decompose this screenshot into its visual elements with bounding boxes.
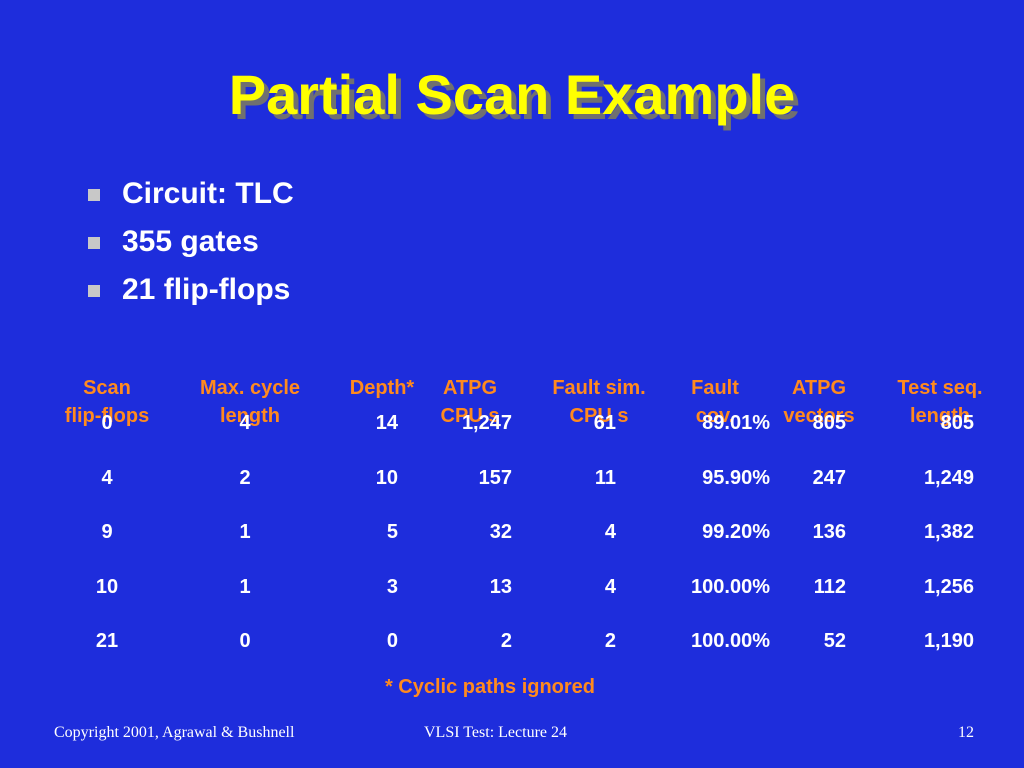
footnote: * Cyclic paths ignored — [384, 676, 596, 698]
table-row: 21 0 0 2 2 100.00% 52 1,190 — [0, 627, 1024, 682]
cell-atpg-cpu: 157 — [478, 466, 512, 489]
table-row: 4 2 10 157 11 95.90% 247 1,249 — [0, 464, 1024, 519]
header-test-seq-length: Test seq. length — [897, 377, 983, 427]
square-bullet-icon — [88, 237, 100, 249]
results-table: Scan flip-flops Max. cycle length Depth* A… — [0, 318, 1024, 682]
cell-scan-flip-flops: 4 — [101, 466, 113, 489]
bullet-item: 355 gates — [88, 218, 294, 266]
cell-max-cycle-length: 1 — [239, 521, 251, 543]
cell-scan-flip-flops: 21 — [95, 630, 119, 652]
bullet-text: 355 gates — [122, 225, 259, 258]
cell-atpg-cpu: 1,247 — [461, 412, 512, 434]
bullet-list: Circuit: TLC 355 gates 21 flip-flops — [88, 170, 294, 314]
cell-atpg-cpu: 32 — [489, 521, 512, 543]
slide-title: Partial Scan Example — [228, 63, 796, 126]
cell-fault-sim-cpu: 2 — [604, 630, 616, 652]
cell-test-seq-length: 805 — [940, 412, 974, 434]
cell-fault-coverage: 100.00% — [691, 630, 770, 652]
bullet-text: 21 flip-flops — [122, 273, 291, 306]
cell-fault-sim-cpu: 4 — [604, 521, 616, 543]
cell-test-seq-length: 1,190 — [923, 630, 974, 652]
header-depth: Depth* — [349, 377, 415, 399]
cell-scan-flip-flops: 10 — [95, 575, 119, 598]
table-row: 0 4 14 1,247 61 89.01% 805 805 — [0, 409, 1024, 464]
cell-max-cycle-length: 0 — [239, 630, 251, 652]
footer-page-number: 12 — [958, 724, 974, 741]
square-bullet-icon — [88, 189, 100, 201]
cell-max-cycle-length: 2 — [239, 466, 251, 489]
cell-atpg-vectors: 52 — [823, 630, 846, 652]
cell-max-cycle-length: 1 — [239, 575, 251, 598]
header-atpg-vectors: ATPG vectors — [783, 377, 855, 427]
cell-atpg-vectors: 112 — [813, 575, 846, 598]
cell-fault-sim-cpu: 61 — [593, 412, 616, 434]
bullet-item: Circuit: TLC — [88, 170, 294, 218]
bullet-text: Circuit: TLC — [122, 177, 294, 210]
header-fault-coverage: Fault cov. — [691, 377, 739, 427]
cell-test-seq-length: 1,249 — [923, 466, 974, 489]
table-row: 9 1 5 32 4 99.20% 136 1,382 — [0, 518, 1024, 573]
cell-atpg-vectors: 136 — [812, 521, 846, 543]
footer-course: VLSI Test: Lecture 24 — [424, 724, 567, 741]
cell-atpg-cpu: 13 — [489, 575, 512, 598]
header-fault-sim-cpu: Fault sim. CPU s — [552, 377, 646, 427]
table-header-row: Scan flip-flops Max. cycle length Depth* A… — [0, 318, 1024, 427]
cell-depth: 5 — [386, 521, 398, 543]
cell-atpg-vectors: 805 — [812, 412, 846, 434]
cell-test-seq-length: 1,256 — [923, 575, 974, 598]
header-scan-flip-flops: Scan flip-flops — [64, 377, 150, 427]
cell-fault-sim-cpu: 11 — [594, 466, 616, 489]
bullet-item: 21 flip-flops — [88, 266, 294, 314]
cell-depth: 14 — [375, 412, 398, 434]
cell-scan-flip-flops: 0 — [101, 412, 113, 434]
cell-depth: 0 — [386, 630, 398, 652]
header-max-cycle-length: Max. cycle length — [199, 377, 301, 427]
footer-copyright: Copyright 2001, Agrawal & Bushnell — [54, 724, 295, 741]
cell-depth: 10 — [375, 466, 398, 489]
cell-fault-sim-cpu: 4 — [604, 575, 616, 598]
cell-atpg-vectors: 247 — [812, 466, 846, 489]
header-atpg-cpu: ATPG CPU s — [440, 377, 500, 427]
cell-fault-coverage: 89.01% — [702, 412, 770, 434]
cell-fault-coverage: 99.20% — [702, 521, 770, 543]
cell-fault-coverage: 100.00% — [691, 575, 770, 598]
cell-scan-flip-flops: 9 — [101, 521, 113, 543]
cell-depth: 3 — [386, 575, 398, 598]
cell-max-cycle-length: 4 — [239, 412, 251, 434]
square-bullet-icon — [88, 285, 100, 297]
cell-fault-coverage: 95.90% — [702, 466, 770, 489]
table-row: 10 1 3 13 4 100.00% 112 1,256 — [0, 573, 1024, 628]
cell-test-seq-length: 1,382 — [923, 521, 974, 543]
cell-atpg-cpu: 2 — [500, 630, 512, 652]
